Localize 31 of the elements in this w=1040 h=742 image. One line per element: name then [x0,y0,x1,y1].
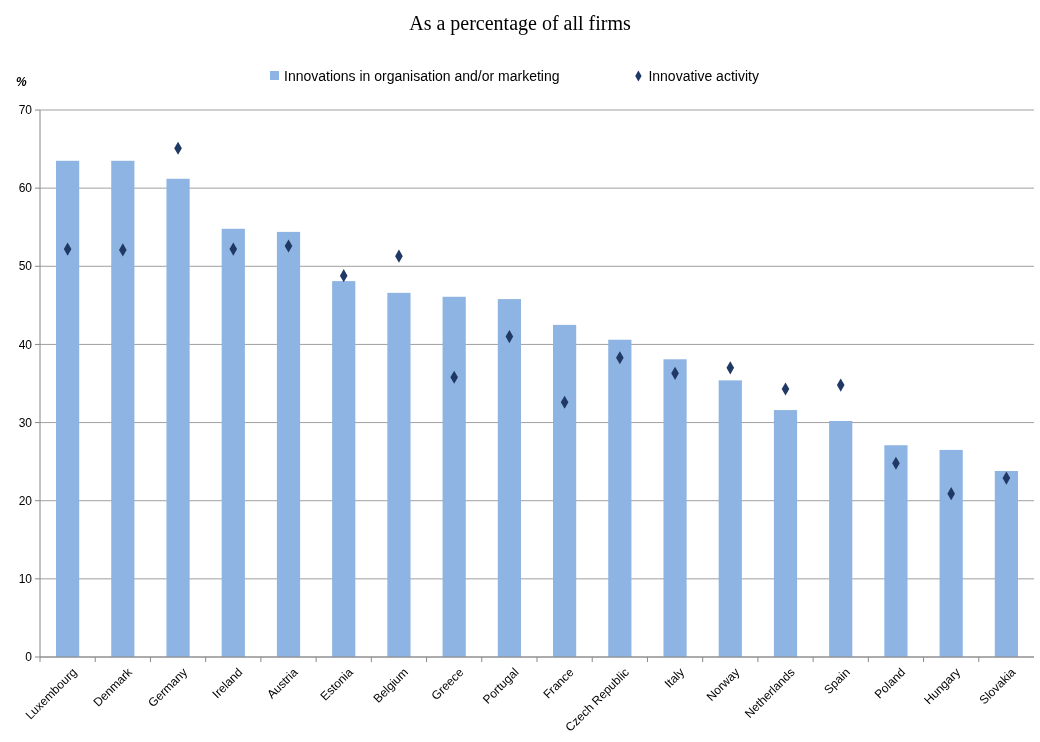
y-tick-label: 0 [25,650,33,665]
y-axis-title: % [16,75,27,89]
bar [276,231,301,657]
bar [221,228,245,657]
y-tick-label: 30 [18,415,33,430]
bar [939,449,963,657]
bar [608,339,632,657]
bar [718,380,742,657]
bar [553,324,577,657]
bar [111,160,135,657]
y-tick-label: 70 [18,103,33,118]
bar [387,292,411,657]
y-tick-label: 60 [18,181,33,196]
bar [332,281,356,657]
bar [442,296,466,657]
legend-label: Innovative activity [648,67,759,84]
bar [994,471,1018,657]
y-tick-label: 20 [18,493,33,508]
bar [497,299,521,657]
y-tick-label: 10 [18,572,33,587]
bar [56,160,80,657]
legend-label: Innovations in organisation and/or marketing [284,67,560,84]
y-tick-label: 40 [18,337,33,352]
x-tick-label: Italy [661,665,688,691]
chart-title: As a percentage of all firms [409,12,631,35]
bar [663,359,687,657]
y-tick-label: 50 [18,259,33,274]
bar [773,410,798,657]
bar [166,178,190,657]
bar [829,421,853,657]
bar [884,445,908,657]
